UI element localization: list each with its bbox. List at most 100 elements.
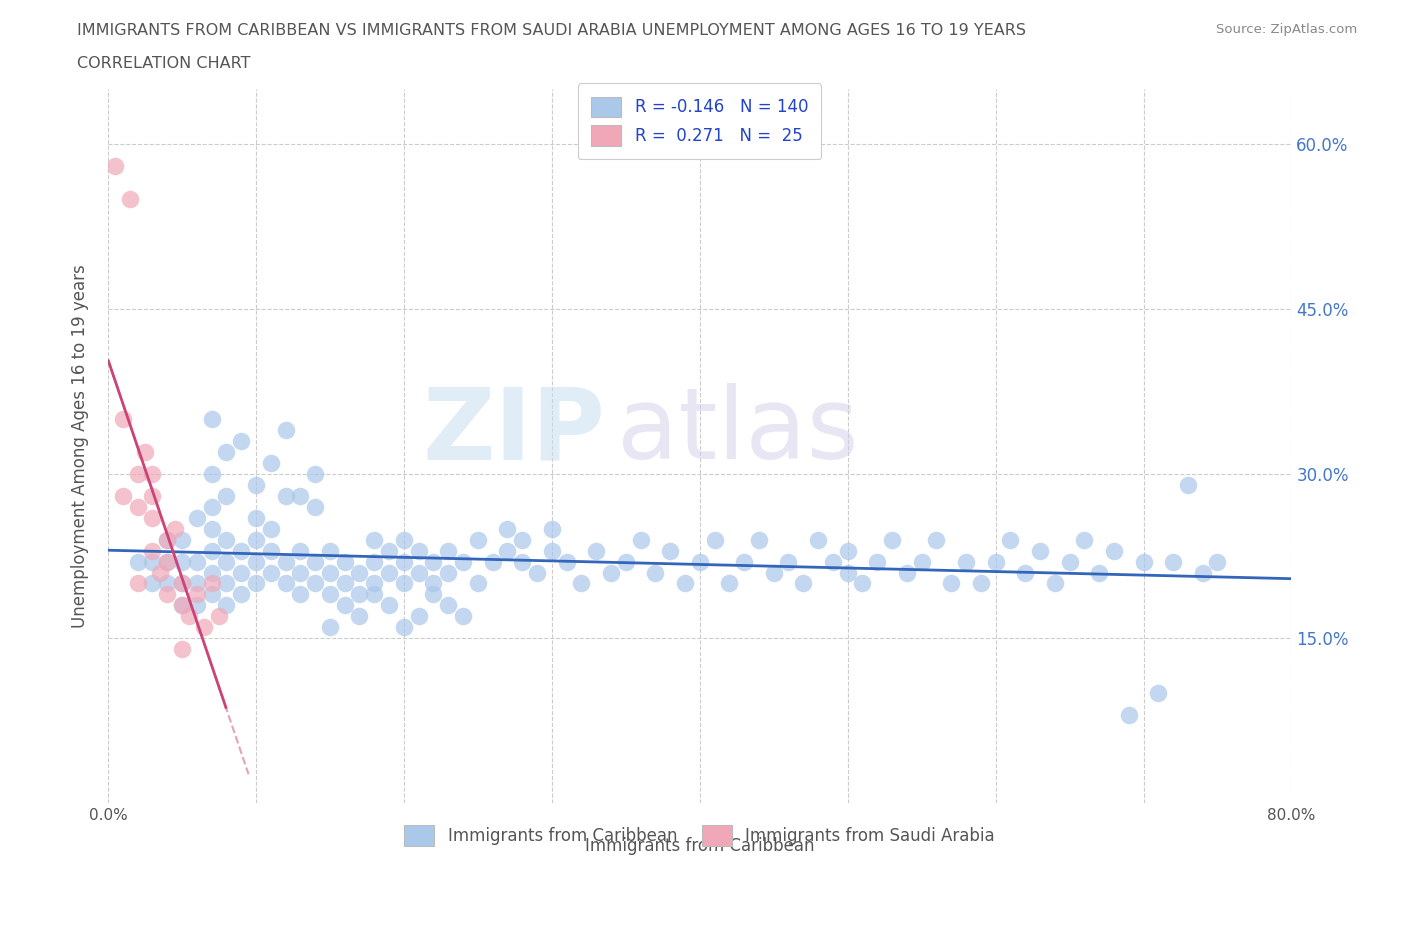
Point: [231, 543, 253, 558]
Point: [231, 587, 253, 602]
Point: [290, 488, 312, 503]
Point: [437, 598, 460, 613]
Point: [673, 576, 696, 591]
Point: [170, 598, 193, 613]
Point: [231, 565, 253, 580]
Point: [200, 543, 222, 558]
Point: [689, 554, 711, 569]
Point: [363, 532, 385, 547]
Point: [304, 554, 326, 569]
Point: [1102, 543, 1125, 558]
Point: [600, 565, 623, 580]
Point: [215, 576, 238, 591]
Point: [215, 598, 238, 613]
Point: [319, 565, 342, 580]
Point: [1132, 554, 1154, 569]
Point: [659, 543, 682, 558]
Point: [363, 576, 385, 591]
Point: [186, 587, 208, 602]
Point: [437, 565, 460, 580]
Point: [274, 576, 297, 591]
Point: [467, 576, 489, 591]
Point: [422, 554, 444, 569]
Point: [408, 609, 430, 624]
Point: [170, 554, 193, 569]
Point: [1088, 565, 1111, 580]
Text: Source: ZipAtlas.com: Source: ZipAtlas.com: [1216, 23, 1357, 36]
Point: [179, 609, 201, 624]
Point: [748, 532, 770, 547]
Point: [451, 554, 474, 569]
Point: [170, 576, 193, 591]
Point: [200, 565, 222, 580]
Point: [141, 488, 163, 503]
Point: [837, 543, 859, 558]
Point: [134, 445, 156, 459]
Point: [170, 532, 193, 547]
Point: [319, 587, 342, 602]
Point: [127, 576, 149, 591]
Point: [200, 499, 222, 514]
Point: [496, 543, 519, 558]
Point: [866, 554, 889, 569]
Point: [1161, 554, 1184, 569]
Point: [349, 565, 371, 580]
Point: [186, 554, 208, 569]
Point: [880, 532, 903, 547]
Point: [349, 609, 371, 624]
Point: [821, 554, 844, 569]
Point: [941, 576, 963, 591]
Point: [851, 576, 873, 591]
Point: [274, 422, 297, 437]
Point: [290, 543, 312, 558]
Point: [1118, 708, 1140, 723]
Point: [984, 554, 1007, 569]
Text: CORRELATION CHART: CORRELATION CHART: [77, 56, 250, 71]
Point: [111, 411, 134, 426]
Point: [408, 543, 430, 558]
Point: [215, 445, 238, 459]
Text: atlas: atlas: [617, 383, 859, 481]
Point: [245, 511, 267, 525]
Point: [896, 565, 918, 580]
Point: [304, 466, 326, 481]
Point: [422, 587, 444, 602]
Point: [290, 565, 312, 580]
Point: [1059, 554, 1081, 569]
Point: [481, 554, 503, 569]
Point: [392, 620, 415, 635]
Point: [141, 466, 163, 481]
Point: [970, 576, 993, 591]
Point: [644, 565, 666, 580]
Point: [333, 598, 356, 613]
Point: [156, 576, 179, 591]
Point: [333, 554, 356, 569]
Point: [200, 466, 222, 481]
Point: [408, 565, 430, 580]
Point: [111, 488, 134, 503]
Point: [378, 565, 401, 580]
Point: [208, 609, 231, 624]
Point: [540, 543, 562, 558]
Point: [127, 554, 149, 569]
Point: [392, 576, 415, 591]
Point: [156, 532, 179, 547]
Point: [778, 554, 800, 569]
Point: [245, 576, 267, 591]
Point: [925, 532, 948, 547]
Point: [260, 543, 283, 558]
Point: [141, 554, 163, 569]
Point: [245, 532, 267, 547]
Point: [1191, 565, 1213, 580]
Point: [762, 565, 785, 580]
Point: [422, 576, 444, 591]
Point: [127, 466, 149, 481]
Point: [496, 521, 519, 536]
Point: [569, 576, 592, 591]
Point: [1043, 576, 1066, 591]
Point: [215, 532, 238, 547]
Point: [274, 554, 297, 569]
Point: [156, 587, 179, 602]
Point: [215, 488, 238, 503]
Point: [1029, 543, 1052, 558]
